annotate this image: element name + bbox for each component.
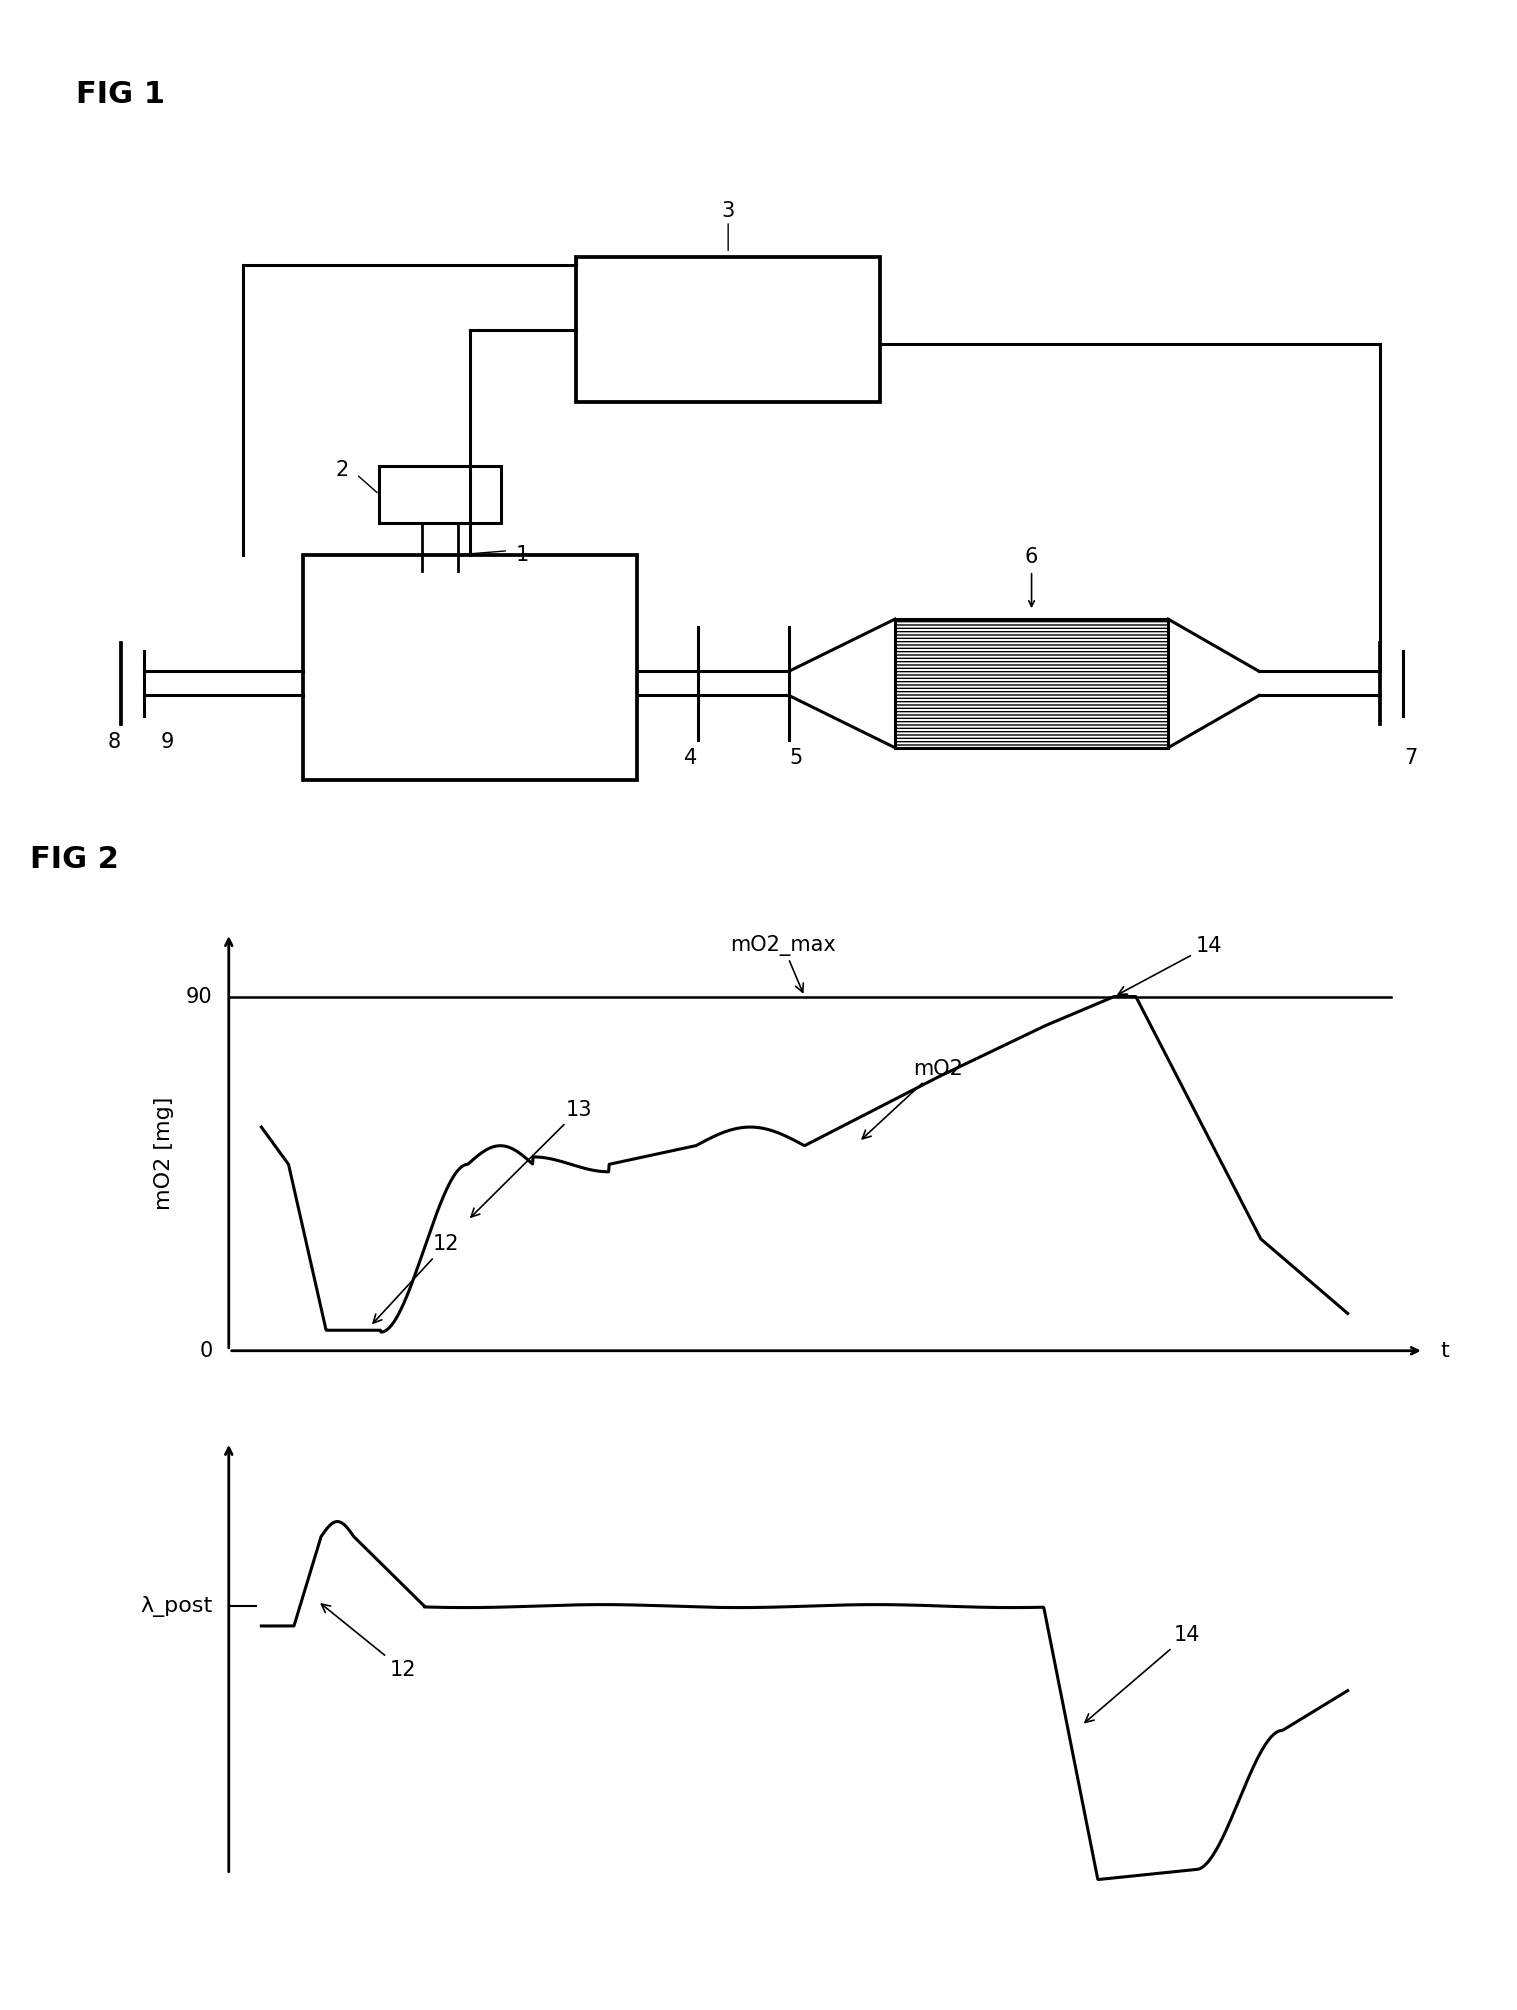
Bar — [895, 619, 1168, 748]
Bar — [576, 257, 880, 402]
Text: 12: 12 — [322, 1604, 416, 1680]
Text: 8: 8 — [108, 732, 120, 752]
Text: 2: 2 — [335, 460, 349, 480]
Text: mO2 [mg]: mO2 [mg] — [155, 1097, 174, 1210]
Bar — [379, 466, 501, 523]
Text: FIG 2: FIG 2 — [30, 844, 120, 874]
Text: 6: 6 — [1025, 547, 1038, 567]
Text: λ_post: λ_post — [140, 1596, 212, 1616]
Text: 13: 13 — [472, 1099, 592, 1216]
Text: 5: 5 — [790, 748, 802, 768]
Bar — [303, 555, 637, 780]
Text: mO2_max: mO2_max — [730, 935, 836, 993]
Text: 0: 0 — [199, 1341, 212, 1361]
Text: 90: 90 — [187, 987, 212, 1007]
Text: t: t — [1440, 1341, 1449, 1361]
Text: 4: 4 — [684, 748, 696, 768]
Text: 14: 14 — [1085, 1624, 1200, 1723]
Text: 1: 1 — [516, 545, 529, 565]
Text: mO2: mO2 — [862, 1059, 963, 1140]
Text: FIG 1: FIG 1 — [76, 80, 165, 109]
Text: 3: 3 — [722, 201, 734, 221]
Text: 9: 9 — [161, 732, 173, 752]
Text: 14: 14 — [1118, 937, 1223, 995]
Text: 7: 7 — [1405, 748, 1417, 768]
Text: 12: 12 — [373, 1234, 460, 1323]
